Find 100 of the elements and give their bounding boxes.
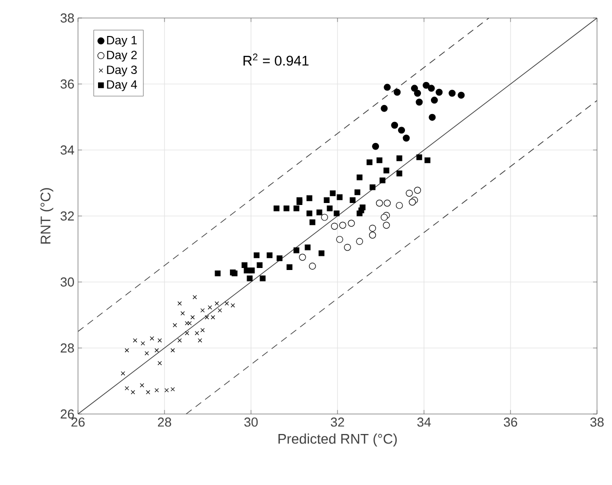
point	[214, 270, 221, 276]
legend-label: Day 1	[107, 36, 137, 47]
point	[339, 222, 346, 229]
point	[187, 321, 192, 326]
y-tick-label: 32	[60, 211, 74, 221]
point	[369, 224, 376, 232]
point	[306, 210, 312, 216]
point	[356, 238, 364, 245]
point	[416, 98, 423, 106]
point	[158, 338, 162, 343]
point	[248, 268, 255, 274]
point	[408, 198, 416, 206]
point	[414, 186, 422, 194]
point	[330, 190, 336, 196]
point	[208, 305, 212, 310]
point	[394, 88, 401, 96]
point	[422, 82, 430, 89]
point	[124, 348, 130, 352]
point	[384, 200, 391, 207]
legend-label: Day 3	[107, 66, 137, 76]
x-tick-label: 30	[244, 418, 258, 427]
point	[178, 338, 182, 343]
point	[184, 331, 190, 336]
point	[316, 209, 322, 216]
point	[200, 308, 205, 313]
point	[140, 341, 146, 346]
point	[321, 214, 328, 221]
x-axis-title: Predicted RNT (°C)	[278, 434, 397, 447]
point	[398, 126, 406, 134]
x-tick-label: 32	[330, 418, 344, 427]
point	[194, 331, 200, 336]
point	[366, 159, 372, 166]
point	[294, 206, 300, 212]
point	[414, 90, 422, 97]
point	[430, 96, 438, 104]
point	[158, 361, 162, 366]
point	[130, 390, 136, 394]
point	[380, 177, 386, 184]
point	[402, 134, 410, 142]
point	[246, 275, 253, 282]
y-tick-label: 30	[60, 277, 74, 287]
y-tick-label: 28	[60, 343, 74, 353]
x-tick-label: 36	[504, 418, 518, 427]
point	[198, 338, 202, 343]
point	[274, 206, 280, 212]
point	[192, 295, 197, 300]
point	[380, 104, 388, 112]
point	[348, 220, 355, 227]
point	[336, 236, 344, 243]
point	[330, 222, 338, 230]
point	[304, 244, 311, 250]
y-tick-label: 34	[60, 145, 74, 155]
point	[244, 268, 250, 274]
annotation: R$^{2}$ = 0.941	[244, 54, 309, 66]
legend-label: Day 4	[107, 80, 137, 92]
x-tick-label: 28	[158, 418, 172, 427]
point	[132, 338, 138, 343]
point	[424, 157, 430, 164]
point	[200, 328, 205, 332]
point	[344, 244, 351, 251]
point	[354, 189, 360, 196]
point	[396, 155, 402, 162]
point	[396, 170, 402, 176]
point	[180, 311, 185, 316]
point	[383, 168, 390, 174]
point	[224, 301, 229, 306]
y-tick-label: 26	[60, 409, 74, 419]
point	[170, 348, 175, 352]
point	[324, 197, 330, 204]
point	[218, 308, 222, 313]
point	[376, 157, 382, 164]
point	[172, 323, 178, 328]
point	[356, 174, 362, 180]
x-tick-label: 38	[590, 418, 604, 427]
point	[428, 114, 436, 121]
point	[384, 84, 391, 91]
point	[276, 255, 282, 262]
point	[124, 386, 130, 390]
y-axis-title: RNT (°C)	[40, 188, 54, 244]
point	[372, 142, 380, 150]
point	[448, 90, 456, 97]
point	[396, 202, 403, 209]
point	[310, 219, 316, 226]
point	[318, 250, 324, 256]
point	[370, 184, 376, 190]
point	[458, 92, 465, 99]
point	[154, 348, 159, 352]
point	[411, 84, 418, 92]
point	[350, 197, 356, 204]
point	[178, 301, 182, 306]
point	[260, 275, 266, 282]
point	[266, 252, 272, 258]
x-tick-label: 26	[71, 418, 85, 427]
point	[214, 301, 219, 306]
point	[286, 264, 292, 270]
point	[154, 388, 159, 392]
point	[230, 303, 235, 308]
point	[150, 336, 154, 341]
point	[308, 262, 316, 270]
point	[190, 315, 195, 320]
